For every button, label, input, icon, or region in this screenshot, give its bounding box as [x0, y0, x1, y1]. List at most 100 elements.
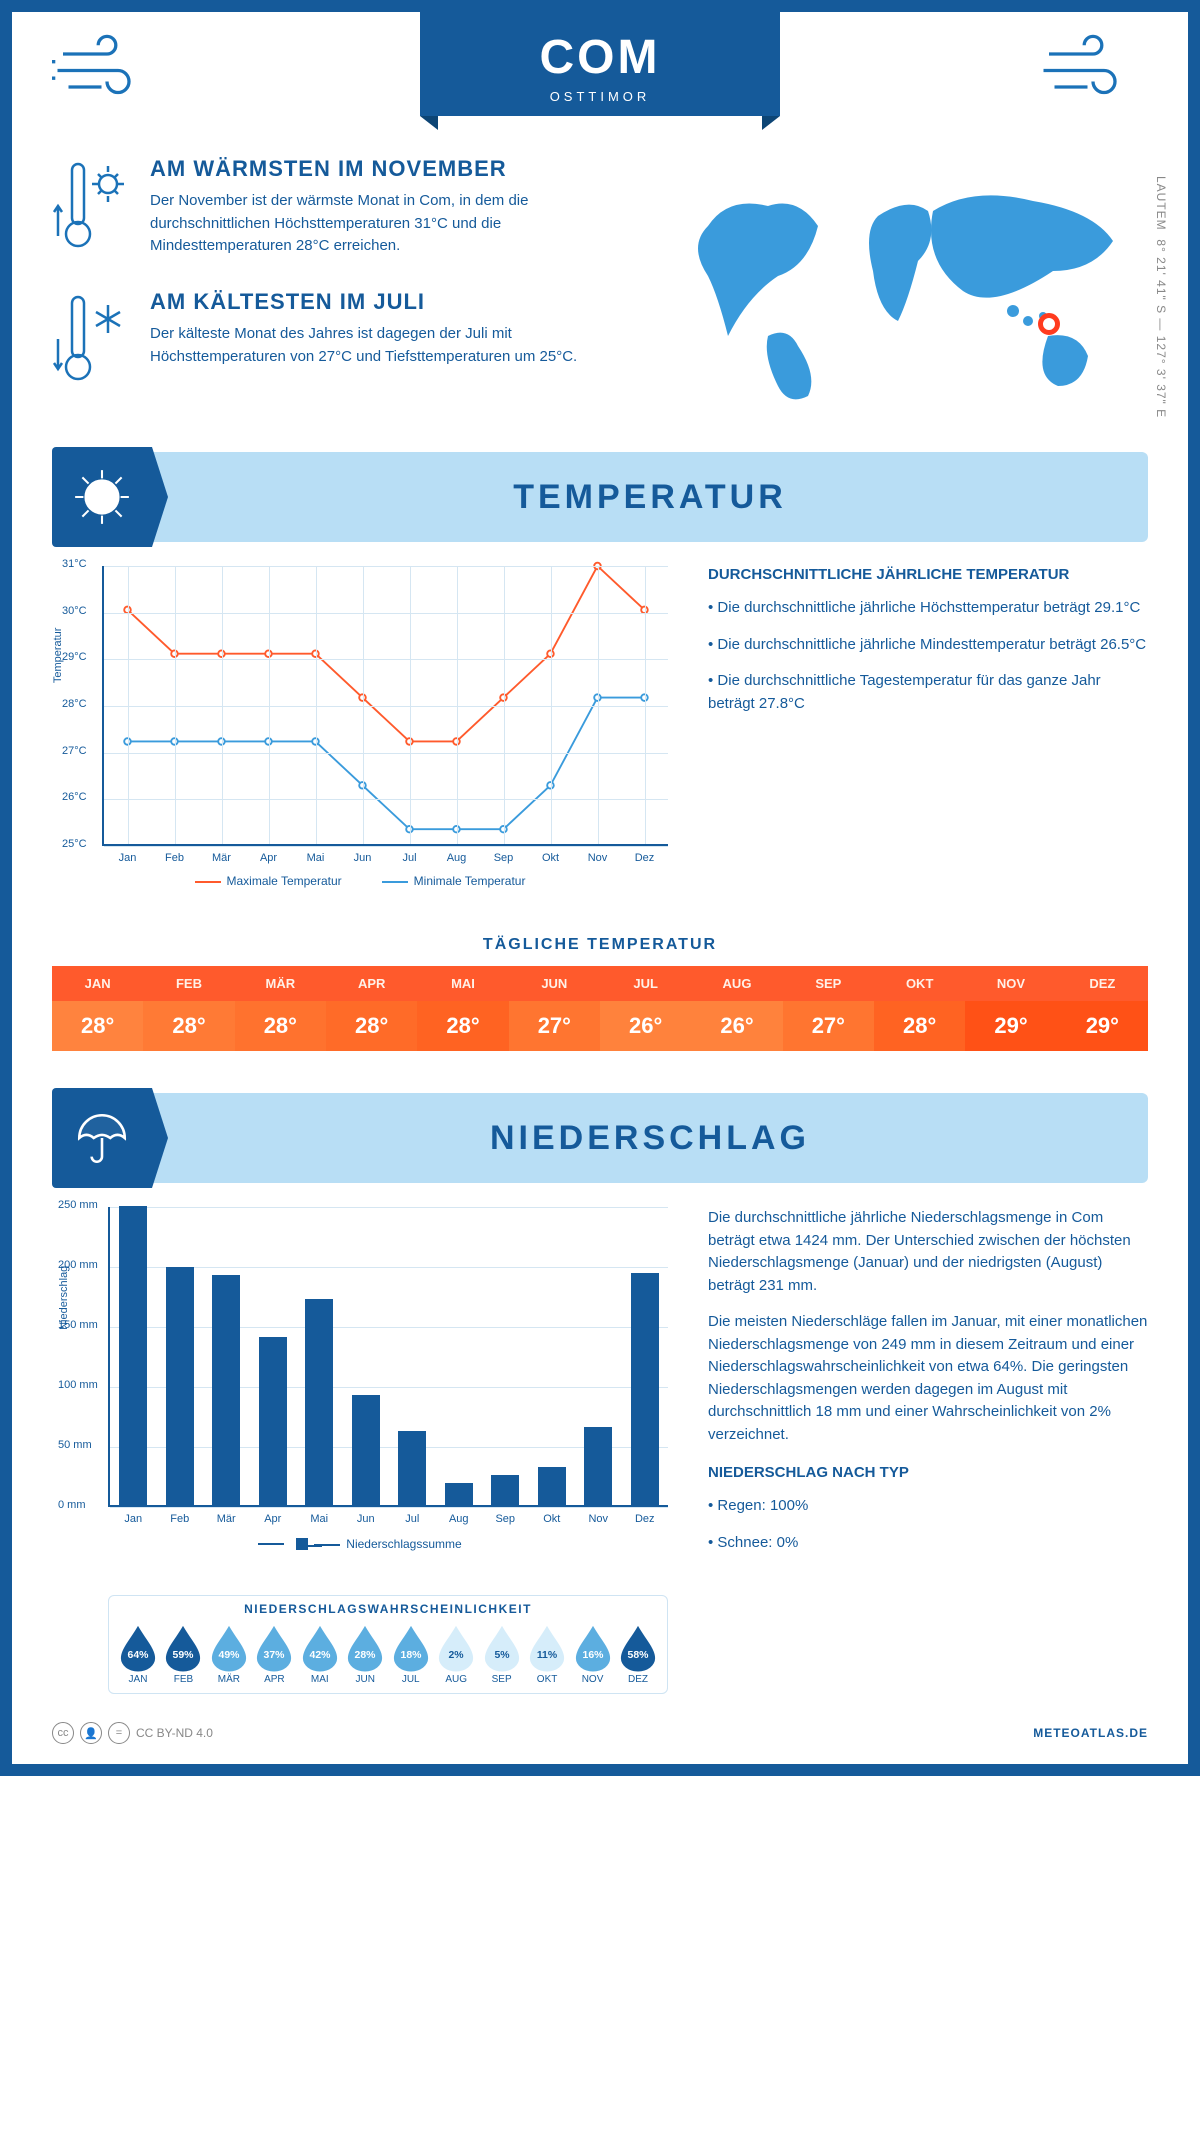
svg-text:11%: 11% — [537, 1650, 557, 1661]
svg-text:2%: 2% — [449, 1650, 464, 1661]
license-badge: cc 👤 = CC BY-ND 4.0 — [52, 1722, 213, 1744]
daily-value: 27° — [509, 1001, 600, 1051]
prob-title: NIEDERSCHLAGSWAHRSCHEINLICHKEIT — [119, 1602, 657, 1616]
daily-temp-table: JANFEBMÄRAPRMAIJUNJULAUGSEPOKTNOVDEZ28°2… — [52, 966, 1148, 1051]
umbrella-icon — [52, 1088, 152, 1188]
svg-text:37%: 37% — [264, 1650, 285, 1661]
location-marker-icon — [1038, 313, 1060, 335]
precipitation-bar-chart: Niederschlag 0 mm50 mm100 mm150 mm200 mm… — [108, 1207, 668, 1507]
warmest-body: Der November ist der wärmste Monat in Co… — [150, 190, 628, 258]
daily-value: 28° — [874, 1001, 965, 1051]
prob-drop: 49%MÄR — [210, 1624, 248, 1685]
precip-type: • Schnee: 0% — [708, 1532, 1148, 1555]
svg-text:5%: 5% — [494, 1650, 509, 1661]
temperature-section-header: TEMPERATUR — [52, 452, 1148, 542]
daily-header: NOV — [965, 966, 1056, 1001]
prob-drop: 58%DEZ — [619, 1624, 657, 1685]
prob-drop: 16%NOV — [574, 1624, 612, 1685]
svg-text:28%: 28% — [355, 1650, 376, 1661]
daily-header: DEZ — [1057, 966, 1148, 1001]
header: COM OSTTIMOR — [52, 12, 1148, 116]
precip-probability-panel: NIEDERSCHLAGSWAHRSCHEINLICHKEIT 64%JAN59… — [108, 1595, 668, 1694]
wind-icon — [1038, 12, 1148, 103]
bar — [491, 1475, 519, 1505]
daily-value: 28° — [326, 1001, 417, 1051]
temp-bullet: • Die durchschnittliche jährliche Mindes… — [708, 634, 1148, 657]
prob-drop: 28%JUN — [346, 1624, 384, 1685]
daily-header: JAN — [52, 966, 143, 1001]
coldest-heading: AM KÄLTESTEN IM JULI — [150, 289, 628, 315]
daily-header: MAI — [417, 966, 508, 1001]
cc-icon: cc — [52, 1722, 74, 1744]
coldest-body: Der kälteste Monat des Jahres ist dagege… — [150, 323, 628, 368]
svg-text:42%: 42% — [309, 1650, 330, 1661]
daily-header: AUG — [691, 966, 782, 1001]
daily-value: 26° — [691, 1001, 782, 1051]
temperature-line-chart: Temperatur 25°C26°C27°C28°C29°C30°C31°CJ… — [102, 566, 668, 846]
bar — [445, 1483, 473, 1505]
svg-text:18%: 18% — [400, 1650, 421, 1661]
daily-header: JUL — [600, 966, 691, 1001]
temp-bullet: • Die durchschnittliche jährliche Höchst… — [708, 597, 1148, 620]
coldest-fact: AM KÄLTESTEN IM JULI Der kälteste Monat … — [52, 289, 628, 394]
prob-drop: 5%SEP — [483, 1624, 521, 1685]
daily-header: APR — [326, 966, 417, 1001]
site-name: METEOATLAS.DE — [1033, 1726, 1148, 1740]
precip-type: • Regen: 100% — [708, 1495, 1148, 1518]
daily-header: OKT — [874, 966, 965, 1001]
prob-drop: 2%AUG — [437, 1624, 475, 1685]
bar — [352, 1395, 380, 1505]
daily-value: 28° — [143, 1001, 234, 1051]
nd-icon: = — [108, 1722, 130, 1744]
precip-type-heading: NIEDERSCHLAG NACH TYP — [708, 1464, 1148, 1481]
footer: cc 👤 = CC BY-ND 4.0 METEOATLAS.DE — [52, 1722, 1148, 1744]
bar — [631, 1273, 659, 1505]
coordinates-label: LAUTEM 8° 21' 41" S — 127° 3' 37" E — [1154, 176, 1168, 418]
bar — [305, 1299, 333, 1505]
daily-value: 28° — [235, 1001, 326, 1051]
bar — [584, 1427, 612, 1505]
precip-title: NIEDERSCHLAG — [152, 1119, 1148, 1158]
bar — [398, 1431, 426, 1505]
world-map: LAUTEM 8° 21' 41" S — 127° 3' 37" E — [668, 156, 1148, 422]
thermometer-snow-icon — [52, 289, 132, 394]
license-text: CC BY-ND 4.0 — [136, 1726, 213, 1740]
prob-drop: 64%JAN — [119, 1624, 157, 1685]
daily-temp-title: TÄGLICHE TEMPERATUR — [52, 936, 1148, 954]
daily-value: 29° — [965, 1001, 1056, 1051]
precip-paragraph: Die durchschnittliche jährliche Niedersc… — [708, 1207, 1148, 1297]
prob-drop: 18%JUL — [392, 1624, 430, 1685]
bar — [166, 1267, 194, 1505]
svg-text:59%: 59% — [173, 1650, 194, 1661]
daily-value: 29° — [1057, 1001, 1148, 1051]
sun-icon — [52, 447, 152, 547]
daily-value: 27° — [783, 1001, 874, 1051]
daily-header: JUN — [509, 966, 600, 1001]
bar — [259, 1337, 287, 1505]
precip-paragraph: Die meisten Niederschläge fallen im Janu… — [708, 1311, 1148, 1446]
svg-text:16%: 16% — [582, 1650, 603, 1661]
page-title: COM — [540, 30, 661, 85]
legend-min: Minimale Temperatur — [382, 874, 526, 888]
svg-text:49%: 49% — [218, 1650, 239, 1661]
prob-drop: 59%FEB — [164, 1624, 202, 1685]
daily-value: 26° — [600, 1001, 691, 1051]
temperature-title: TEMPERATUR — [152, 478, 1148, 517]
thermometer-sun-icon — [52, 156, 132, 261]
bar — [538, 1467, 566, 1505]
chart-legend: Maximale Temperatur Minimale Temperatur — [52, 874, 668, 888]
title-banner: COM OSTTIMOR — [420, 12, 781, 116]
prob-drop: 37%APR — [255, 1624, 293, 1685]
daily-value: 28° — [52, 1001, 143, 1051]
page-subtitle: OSTTIMOR — [540, 89, 661, 104]
svg-text:64%: 64% — [128, 1650, 149, 1661]
prob-drop: 11%OKT — [528, 1624, 566, 1685]
legend-max: Maximale Temperatur — [195, 874, 342, 888]
bar — [212, 1275, 240, 1505]
daily-value: 28° — [417, 1001, 508, 1051]
precip-section-header: NIEDERSCHLAG — [52, 1093, 1148, 1183]
bar-legend: Niederschlagssumme — [52, 1537, 668, 1551]
temp-side-heading: DURCHSCHNITTLICHE JÄHRLICHE TEMPERATUR — [708, 566, 1148, 583]
temp-bullet: • Die durchschnittliche Tagestemperatur … — [708, 670, 1148, 715]
warmest-heading: AM WÄRMSTEN IM NOVEMBER — [150, 156, 628, 182]
